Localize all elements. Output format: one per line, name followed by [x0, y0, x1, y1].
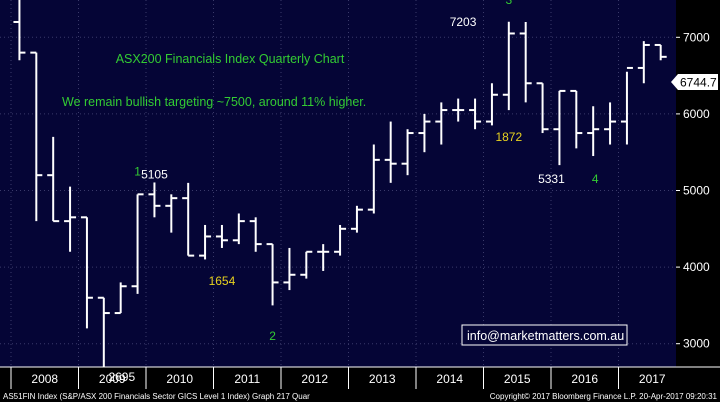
ohlc-bars — [13, 0, 667, 368]
ohlc-bar — [587, 106, 600, 157]
ohlc-bar — [435, 102, 448, 145]
annotation-label: 5331 — [538, 172, 565, 186]
annotation-label: 1 — [134, 164, 141, 178]
ohlc-bar — [64, 186, 77, 252]
y-tick-label: 7000 — [683, 30, 710, 44]
chart-subtitle: We remain bullish targeting ~7500, aroun… — [62, 95, 366, 109]
ohlc-bar — [418, 113, 431, 153]
last-value-tag: 6744.7 — [671, 74, 718, 90]
watermark-box: info@marketmatters.com.au — [461, 324, 628, 346]
y-axis: 3000 4000 5000 6000 7000 — [676, 30, 710, 351]
ohlc-bar — [654, 43, 667, 61]
ohlc-bar — [266, 243, 279, 306]
ohlc-bar — [47, 136, 60, 223]
x-tick-label: 2012 — [301, 372, 328, 386]
x-tick-label: 2009 — [99, 372, 126, 386]
ohlc-bar — [367, 144, 380, 214]
ohlc-bar — [519, 21, 532, 103]
x-tick-label: 2011 — [234, 372, 260, 386]
annotation-label: 7203 — [450, 15, 477, 29]
x-tick-label: 2008 — [31, 372, 58, 386]
y-tick-label: 5000 — [683, 184, 710, 198]
ohlc-bar — [317, 244, 330, 271]
annotation-label: 1654 — [209, 274, 236, 288]
watermark-text: info@marketmatters.com.au — [467, 329, 624, 343]
chart-title: ASX200 Financials Index Quarterly Chart — [116, 52, 345, 66]
ohlc-bar — [131, 193, 144, 294]
y-tick-label: 3000 — [683, 337, 710, 351]
x-tick-label: 2013 — [369, 372, 396, 386]
ohlc-bar — [283, 247, 296, 291]
ohlc-bar — [553, 89, 566, 166]
axis-area — [676, 0, 720, 367]
ohlc-bar — [30, 51, 43, 222]
annotation-label: 3 — [505, 0, 512, 7]
ohlc-bar — [300, 250, 313, 279]
ohlc-bar — [570, 89, 583, 149]
x-tick-label: 2015 — [504, 372, 531, 386]
ohlc-bar — [452, 98, 465, 122]
x-tick-label: 2010 — [166, 372, 193, 386]
annotation-label: 4 — [592, 172, 599, 186]
y-tick-label: 6000 — [683, 107, 710, 121]
ohlc-bar — [148, 182, 161, 218]
ohlc-bar — [620, 66, 633, 145]
ohlc-bar — [637, 41, 650, 84]
ohlc-bar — [13, 0, 26, 61]
ohlc-bar — [199, 224, 212, 260]
x-tick-label: 2016 — [571, 372, 598, 386]
ohlc-bar — [114, 282, 127, 315]
footer-left: AS51FIN Index (S&P/ASX 200 Financials Se… — [3, 392, 310, 401]
annotations: 75561510516542695272033187253314 — [108, 0, 599, 384]
ohlc-bar — [182, 182, 195, 257]
ohlc-bar — [536, 82, 549, 134]
ohlc-bar — [384, 121, 397, 183]
last-value-tag-shape — [671, 74, 718, 90]
annotation-label: 1872 — [495, 130, 522, 144]
ohlc-bar — [249, 217, 262, 252]
annotation-label: 2 — [269, 329, 276, 343]
ohlc-bar — [80, 216, 93, 329]
ohlc-bar — [97, 296, 110, 368]
x-axis: 2008 2009 2010 2011 2012 2013 2014 2015 2016 2017 — [0, 366, 720, 389]
plot-area — [0, 0, 676, 367]
ohlc-bar — [350, 205, 363, 233]
ohlc-bar — [485, 83, 498, 126]
ohlc-bar — [502, 21, 515, 111]
footer-right: Copyright© 2017 Bloomberg Finance L.P. 2… — [490, 392, 718, 401]
annotation-label: 5105 — [141, 167, 168, 181]
y-tick-label: 4000 — [683, 260, 710, 274]
ohlc-bar — [215, 224, 228, 248]
ohlc-bar — [165, 194, 178, 233]
ohlc-bar — [604, 102, 617, 145]
ohlc-bar — [469, 98, 482, 130]
x-axis-strip — [0, 367, 720, 389]
gridlines — [0, 0, 676, 367]
annotation-label: 2695 — [108, 370, 135, 384]
x-tick-label: 2014 — [436, 372, 463, 386]
ohlc-bar — [232, 213, 245, 245]
watermark-frame — [461, 324, 628, 346]
x-tick-label: 2017 — [639, 372, 666, 386]
last-value-label: 6744.7 — [680, 76, 717, 90]
ohlc-bar — [334, 224, 347, 256]
ohlc-bar — [401, 129, 414, 176]
